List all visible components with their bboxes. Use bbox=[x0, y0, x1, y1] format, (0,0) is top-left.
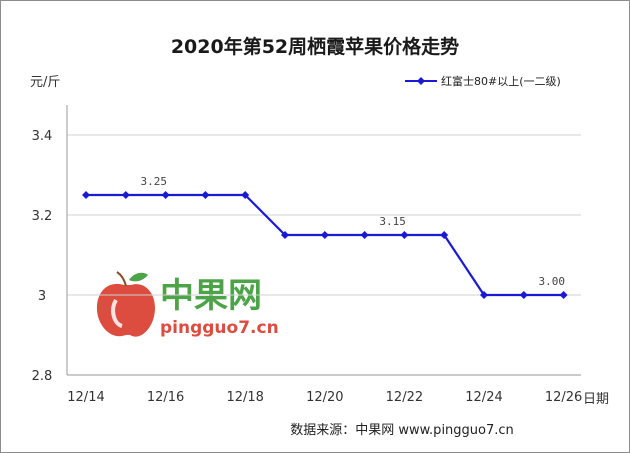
y-tick-label-2: 3.2 bbox=[32, 209, 53, 224]
data-point-12-25 bbox=[519, 291, 528, 299]
data-point-12-15 bbox=[121, 191, 130, 199]
y-tick-label-3: 3.4 bbox=[32, 129, 53, 144]
data-point-12-14 bbox=[82, 191, 90, 199]
watermark-brand-cn: 中果网 bbox=[160, 276, 262, 316]
x-tick-label-4: 12/22 bbox=[386, 390, 423, 405]
data-point-12-26 bbox=[559, 291, 568, 299]
data-point-12-19 bbox=[281, 231, 289, 239]
data-label-1: 3.15 bbox=[379, 215, 406, 228]
y-axis-unit: 元/斤 bbox=[30, 75, 60, 90]
series-line-0 bbox=[86, 193, 564, 297]
data-point-12-23 bbox=[440, 231, 449, 239]
legend-marker-swatch bbox=[417, 77, 425, 85]
source-note: 数据来源：中果网 www.pingguo7.cn bbox=[290, 423, 514, 438]
x-tick-label-2: 12/18 bbox=[226, 390, 263, 405]
data-point-12-24 bbox=[480, 291, 488, 299]
apple-icon bbox=[96, 271, 155, 337]
x-tick-label-5: 12/24 bbox=[465, 390, 502, 405]
y-tick-labels: 2.8 3 3.2 3.4 bbox=[32, 129, 53, 384]
x-tick-label-0: 12/14 bbox=[67, 390, 104, 405]
x-tick-label-3: 12/20 bbox=[306, 390, 343, 405]
data-point-12-20 bbox=[320, 231, 329, 239]
x-tick-label-1: 12/16 bbox=[147, 390, 184, 405]
data-labels: 3.25 3.15 3.00 bbox=[141, 175, 566, 288]
axes bbox=[66, 105, 581, 376]
watermark-logo: 中果网 pingguo7.cn bbox=[96, 271, 279, 338]
y-tick-label-0: 2.8 bbox=[32, 369, 53, 384]
legend-label: 红富士80#以上(一二级) bbox=[441, 74, 561, 88]
x-tick-labels: 12/14 12/16 12/18 12/20 12/22 12/24 12/26 bbox=[67, 390, 582, 405]
data-point-12-16 bbox=[161, 191, 170, 199]
legend: 红富士80#以上(一二级) bbox=[405, 74, 561, 88]
data-label-2: 3.00 bbox=[539, 275, 566, 288]
data-point-12-21 bbox=[360, 231, 369, 239]
data-point-12-17 bbox=[201, 191, 210, 199]
x-axis-label: 日期 bbox=[583, 392, 609, 407]
chart-title: 2020年第52周栖霞苹果价格走势 bbox=[171, 35, 459, 58]
y-tick-label-1: 3 bbox=[38, 289, 46, 304]
series-group bbox=[82, 191, 568, 299]
data-point-12-22 bbox=[400, 231, 409, 239]
data-label-0: 3.25 bbox=[141, 175, 168, 188]
x-tick-label-6: 12/26 bbox=[545, 390, 582, 405]
watermark-brand-en: pingguo7.cn bbox=[160, 318, 279, 338]
gridlines bbox=[67, 134, 581, 296]
data-point-12-18 bbox=[241, 191, 250, 199]
